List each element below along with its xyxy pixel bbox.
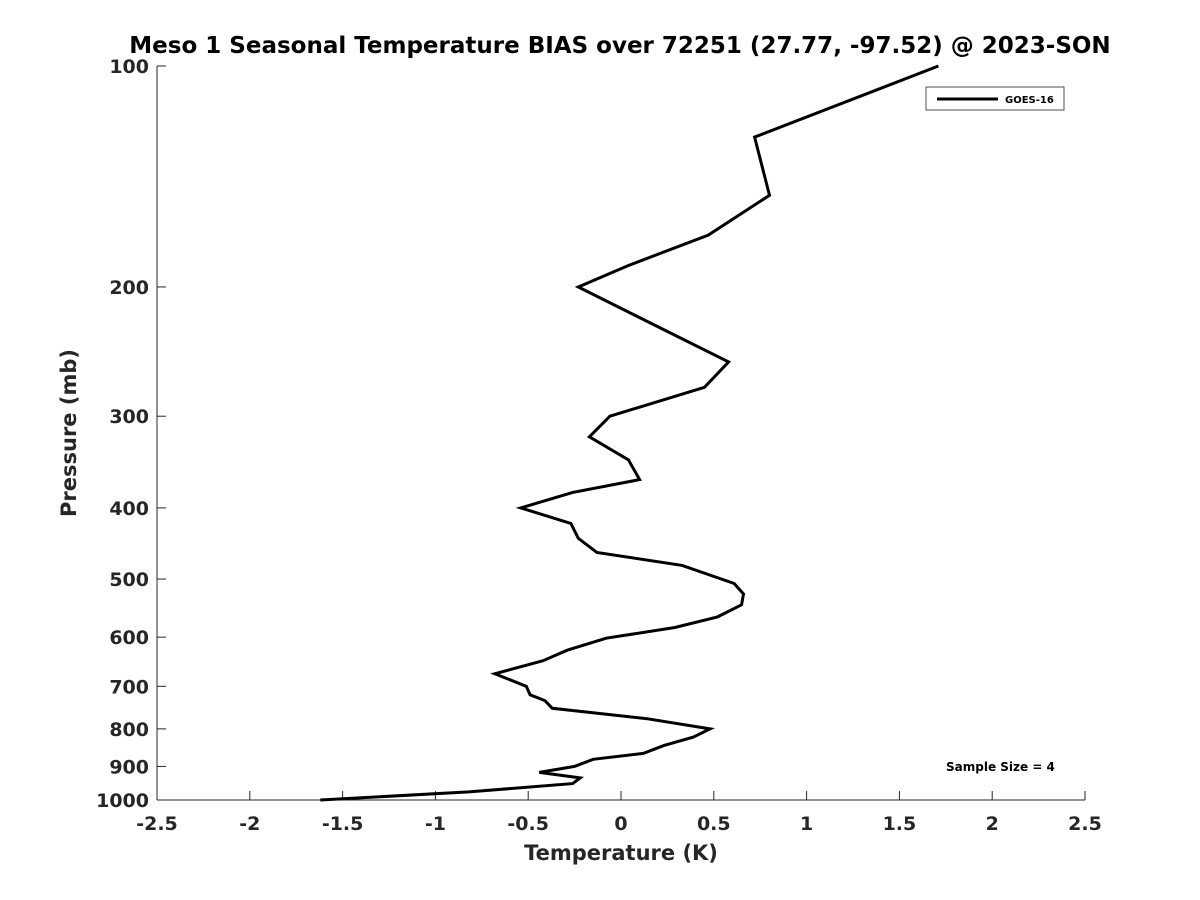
y-tick-label: 400 [109, 498, 149, 520]
y-tick-label: 800 [109, 719, 149, 741]
y-tick-label: 700 [109, 676, 149, 698]
y-tick-label: 1000 [96, 790, 149, 812]
y-tick-label: 900 [109, 756, 149, 778]
x-tick-label: -0.5 [507, 813, 549, 835]
x-axis-label: Temperature (K) [524, 841, 718, 865]
x-tick-label: 2.5 [1068, 813, 1102, 835]
x-tick-label: 1 [800, 813, 813, 835]
x-tick-label: 0.5 [697, 813, 731, 835]
legend-label-goes-16: GOES-16 [1005, 95, 1054, 106]
y-tick-label: 500 [109, 569, 149, 591]
sample-size-annotation: Sample Size = 4 [946, 760, 1055, 774]
y-tick-label: 600 [109, 627, 149, 649]
x-tick-label: -2.5 [136, 813, 178, 835]
x-tick-label: -2 [239, 813, 260, 835]
x-tick-label: 2 [986, 813, 999, 835]
x-tick-label: -1.5 [322, 813, 364, 835]
y-axis-ticks: 100 200 300 400 500 600 700 800 900 1000 [96, 56, 166, 812]
chart-title: Meso 1 Seasonal Temperature BIAS over 72… [129, 33, 1110, 59]
series-layer [320, 64, 939, 802]
series-line-goes-16 [320, 64, 939, 802]
y-tick-label: 200 [109, 277, 149, 299]
y-axis-label: Pressure (mb) [57, 349, 81, 517]
x-tick-label: 0 [614, 813, 627, 835]
legend: GOES-16 [925, 86, 1065, 111]
x-tick-label: 1.5 [883, 813, 917, 835]
y-tick-label: 300 [109, 406, 149, 428]
x-tick-label: -1 [425, 813, 446, 835]
y-tick-label: 100 [109, 56, 149, 78]
x-axis-ticks: -2.5 -2 -1.5 -1 -0.5 0 0.5 1 1.5 2 2.5 [136, 791, 1102, 835]
